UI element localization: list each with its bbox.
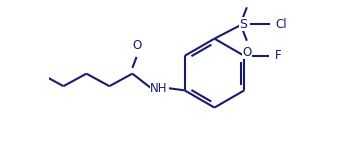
Text: S: S [239, 17, 247, 30]
Text: O: O [132, 39, 141, 52]
Text: O: O [242, 0, 252, 2]
Text: O: O [242, 46, 252, 59]
Text: NH: NH [150, 82, 168, 95]
Text: Cl: Cl [275, 17, 287, 30]
Text: F: F [275, 49, 282, 62]
